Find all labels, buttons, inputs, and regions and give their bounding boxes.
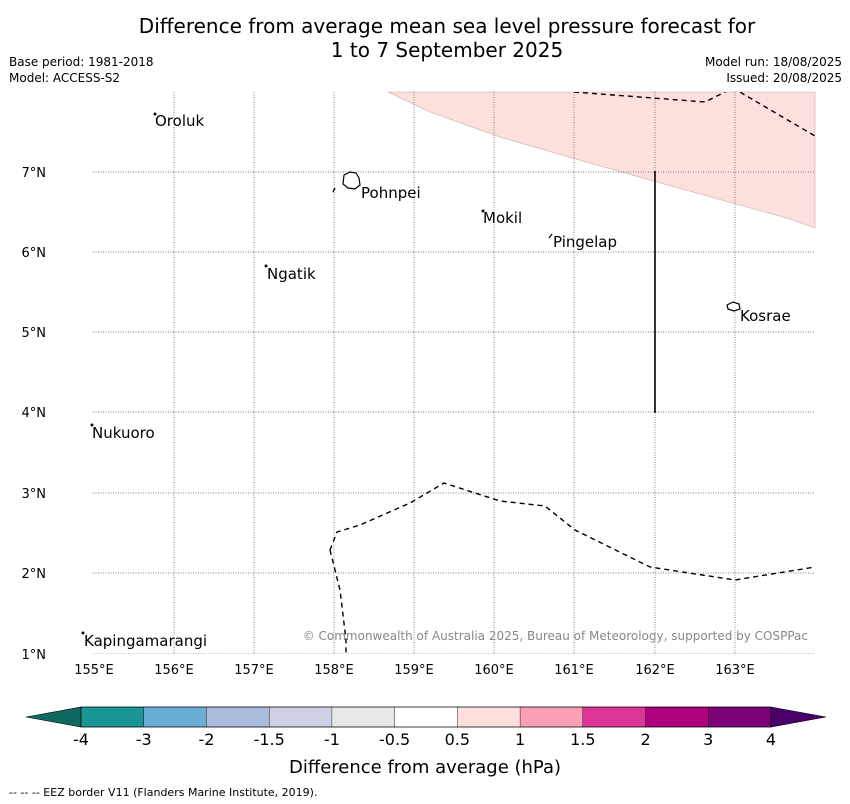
place-label-kosrae: Kosrae xyxy=(740,307,791,325)
eez-border-north xyxy=(573,92,815,137)
colorbar-tick-label: 1.5 xyxy=(570,730,595,749)
place-label-nukuoro: Nukuoro xyxy=(92,424,155,442)
lat-label: 1°N xyxy=(22,648,47,663)
colorbar-tick-label: 1 xyxy=(515,730,525,749)
eez-borders xyxy=(329,92,815,654)
colorbar-segment xyxy=(206,706,270,728)
colorbar-tick-label: 2 xyxy=(640,730,650,749)
nukuoro-atoll-dot xyxy=(90,423,94,427)
lon-label: 157°E xyxy=(234,663,274,678)
place-label-pohnpei: Pohnpei xyxy=(361,184,421,202)
lon-label: 161°E xyxy=(554,663,594,678)
colorbar-title: Difference from average (hPa) xyxy=(289,757,561,778)
eez-border-pohnpei-west xyxy=(332,187,336,193)
meta-left: Base period: 1981-2018 Model: ACCESS-S2 xyxy=(9,54,154,86)
place-label-pingelap: Pingelap xyxy=(553,233,617,251)
place-label-ngatik: Ngatik xyxy=(267,265,316,283)
colorbar-tick-label: 0.5 xyxy=(445,730,470,749)
kapingamarangi-atoll-dot xyxy=(81,631,85,635)
oroluk-atoll-dot xyxy=(153,112,157,116)
issued-text: Issued: 20/08/2025 xyxy=(726,71,842,85)
lon-label: 162°E xyxy=(635,663,675,678)
colorbar-segments xyxy=(80,706,772,728)
colorbar-tick-label: -4 xyxy=(73,730,89,749)
eez-source-footnote: -- -- -- EEZ border V11 (Flanders Marine… xyxy=(9,786,318,799)
colorbar-under-arrow xyxy=(25,706,82,728)
islands xyxy=(81,112,741,635)
eez-border-south-west xyxy=(329,549,347,654)
colorbar-segment xyxy=(708,706,772,728)
colorbar-tick-label: 3 xyxy=(703,730,713,749)
lat-label: 6°N xyxy=(22,246,47,261)
lat-label: 7°N xyxy=(22,166,47,181)
colorbar-segment xyxy=(645,706,709,728)
title-line-2: 1 to 7 September 2025 xyxy=(330,38,564,62)
mokil-atoll-dot xyxy=(481,209,485,213)
lon-label: 159°E xyxy=(394,663,434,678)
colorbar-segment xyxy=(143,706,207,728)
model-run-text: Model run: 18/08/2025 xyxy=(704,55,842,69)
ngatik-atoll-dot xyxy=(264,264,268,268)
place-label-oroluk: Oroluk xyxy=(155,112,204,130)
lat-label: 4°N xyxy=(22,406,47,421)
colorbar-tick-label: -1.5 xyxy=(254,730,285,749)
lon-label: 158°E xyxy=(314,663,354,678)
colorbar-segment xyxy=(582,706,647,728)
lat-label: 5°N xyxy=(22,326,47,341)
colorbar-tick-label: -3 xyxy=(136,730,152,749)
place-label-kapingamarangi: Kapingamarangi xyxy=(84,632,207,650)
colorbar-segment xyxy=(80,706,145,728)
pingelap-atoll-dot xyxy=(548,233,553,239)
base-period-text: Base period: 1981-2018 xyxy=(9,55,154,69)
colorbar-segment xyxy=(394,706,458,728)
lon-label: 155°E xyxy=(74,663,114,678)
colorbar-outline xyxy=(80,706,772,728)
colorbar-over-arrow xyxy=(770,706,827,728)
graticule xyxy=(93,92,815,654)
colorbar-tick-label: 4 xyxy=(766,730,776,749)
title-line-1: Difference from average mean sea level p… xyxy=(138,14,756,38)
colorbar-segment xyxy=(268,706,333,728)
colorbar-tick-label: -0.5 xyxy=(379,730,410,749)
eez-border-south xyxy=(329,482,815,581)
colorbar xyxy=(25,706,827,728)
meta-right: Model run: 18/08/2025 Issued: 20/08/2025 xyxy=(705,54,842,86)
model-text: Model: ACCESS-S2 xyxy=(9,71,121,85)
chart-title: Difference from average mean sea level p… xyxy=(0,14,850,62)
lat-label: 3°N xyxy=(22,487,47,502)
lon-label: 160°E xyxy=(474,663,514,678)
kosrae-island-shape xyxy=(726,301,741,312)
colorbar-segment xyxy=(331,706,396,728)
colorbar-segment xyxy=(457,706,521,728)
lat-label: 2°N xyxy=(22,567,47,582)
colorbar-segment xyxy=(519,706,584,728)
colorbar-tick-label: -1 xyxy=(324,730,340,749)
anomaly-region-positive xyxy=(387,91,816,229)
colorbar-tick-label: -2 xyxy=(198,730,214,749)
place-label-mokil: Mokil xyxy=(483,209,522,227)
pohnpei-island-shape xyxy=(342,171,361,190)
lon-label: 163°E xyxy=(715,663,755,678)
copyright-text: © Commonwealth of Australia 2025, Bureau… xyxy=(303,629,808,643)
lon-label: 156°E xyxy=(154,663,194,678)
